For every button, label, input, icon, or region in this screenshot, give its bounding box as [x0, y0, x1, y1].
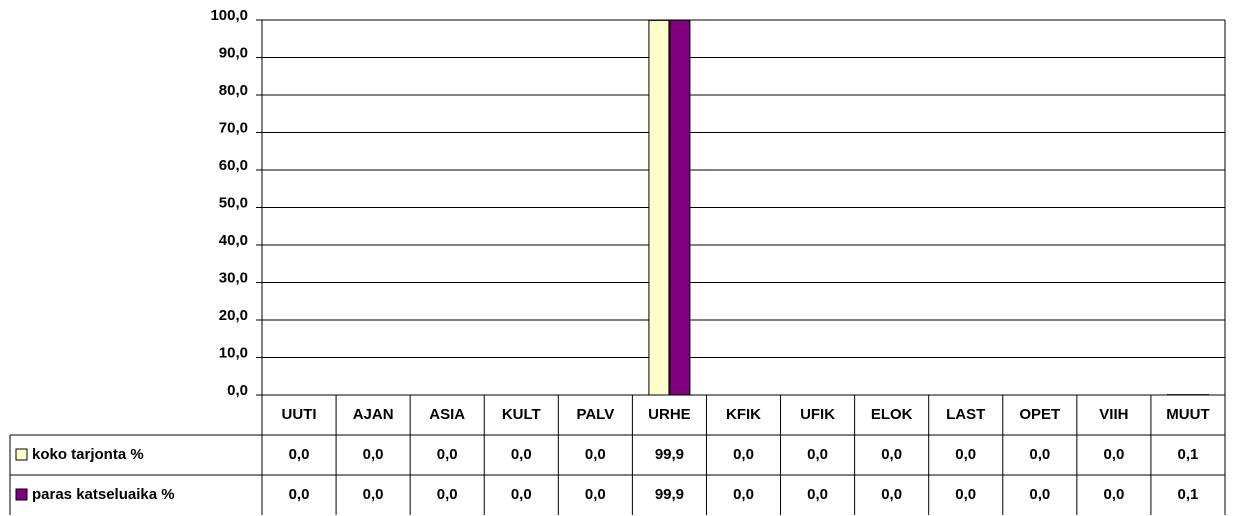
data-label: 0,0	[585, 446, 606, 463]
data-label: 0,0	[733, 446, 754, 463]
data-label: 0,0	[1029, 486, 1050, 503]
data-label: 0,0	[807, 446, 828, 463]
legend-swatch	[15, 488, 28, 501]
legend-swatch	[15, 448, 28, 461]
legend-label: paras katseluaika %	[32, 486, 175, 503]
y-tick-label: 20,0	[219, 307, 248, 324]
data-label: 0,0	[1103, 486, 1124, 503]
y-tick-label: 30,0	[219, 269, 248, 286]
y-tick-label: 10,0	[219, 344, 248, 361]
data-label: 0,1	[1178, 486, 1199, 503]
data-label: 0,0	[363, 446, 384, 463]
data-label: 0,0	[733, 486, 754, 503]
data-label: 0,0	[437, 446, 458, 463]
data-label: 0,0	[955, 446, 976, 463]
y-tick-label: 90,0	[219, 44, 248, 61]
bar	[669, 19, 691, 396]
data-label: 0,0	[511, 446, 532, 463]
x-tick-label: OPET	[1019, 406, 1060, 423]
x-tick-label: MUUT	[1166, 406, 1209, 423]
y-tick-label: 0,0	[227, 382, 248, 399]
data-label: 0,0	[881, 486, 902, 503]
x-tick-label: UUTI	[282, 406, 317, 423]
data-label: 0,0	[955, 486, 976, 503]
data-label: 0,0	[363, 486, 384, 503]
x-tick-label: URHE	[648, 406, 691, 423]
x-tick-label: PALV	[576, 406, 614, 423]
y-tick-label: 70,0	[219, 119, 248, 136]
x-tick-label: LAST	[946, 406, 985, 423]
bar	[648, 19, 670, 396]
data-label: 0,0	[1029, 446, 1050, 463]
data-label: 0,0	[1103, 446, 1124, 463]
x-tick-label: ASIA	[429, 406, 465, 423]
data-label: 0,0	[585, 486, 606, 503]
data-label: 99,9	[655, 446, 684, 463]
data-label: 0,0	[289, 486, 310, 503]
x-tick-label: AJAN	[353, 406, 394, 423]
data-label: 99,9	[655, 486, 684, 503]
y-tick-label: 40,0	[219, 232, 248, 249]
x-tick-label: KFIK	[726, 406, 761, 423]
data-label: 0,0	[437, 486, 458, 503]
data-label: 0,0	[511, 486, 532, 503]
x-tick-label: VIIH	[1099, 406, 1128, 423]
legend-label: koko tarjonta %	[32, 446, 144, 463]
y-tick-label: 80,0	[219, 82, 248, 99]
data-label: 0,0	[289, 446, 310, 463]
data-label: 0,0	[807, 486, 828, 503]
x-tick-label: ELOK	[871, 406, 913, 423]
data-label: 0,1	[1178, 446, 1199, 463]
y-tick-label: 60,0	[219, 157, 248, 174]
x-tick-label: UFIK	[800, 406, 835, 423]
y-tick-label: 50,0	[219, 194, 248, 211]
y-tick-label: 100,0	[210, 7, 248, 24]
data-label: 0,0	[881, 446, 902, 463]
x-tick-label: KULT	[502, 406, 541, 423]
